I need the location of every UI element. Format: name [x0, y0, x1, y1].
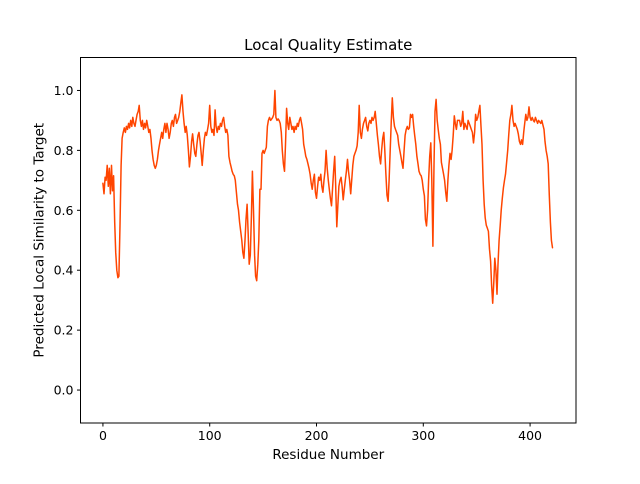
tick-label: 0.6: [54, 203, 74, 218]
tick-label: 400: [518, 428, 542, 443]
quality-line-series: [102, 89, 554, 304]
tick-label: 1.0: [54, 83, 74, 98]
tick-label: 0.0: [54, 383, 74, 398]
x-axis-label: Residue Number: [272, 447, 384, 463]
y-axis-label: Predicted Local Similarity to Target: [32, 123, 48, 358]
tick-label: 100: [198, 428, 222, 443]
x-axis-ticks: 0 100 200 300 400: [99, 423, 542, 443]
y-axis-ticks: 0.0 0.2 0.4 0.6 0.8 1.0: [54, 83, 81, 398]
chart-title: Local Quality Estimate: [244, 36, 412, 54]
plot-frame: [80, 57, 577, 424]
tick-label: 0.8: [54, 143, 74, 158]
tick-label: 300: [411, 428, 435, 443]
tick-label: 0.2: [54, 323, 74, 338]
tick-label: 0.4: [54, 263, 74, 278]
tick-label: 200: [305, 428, 329, 443]
tick-label: 0: [99, 428, 107, 443]
